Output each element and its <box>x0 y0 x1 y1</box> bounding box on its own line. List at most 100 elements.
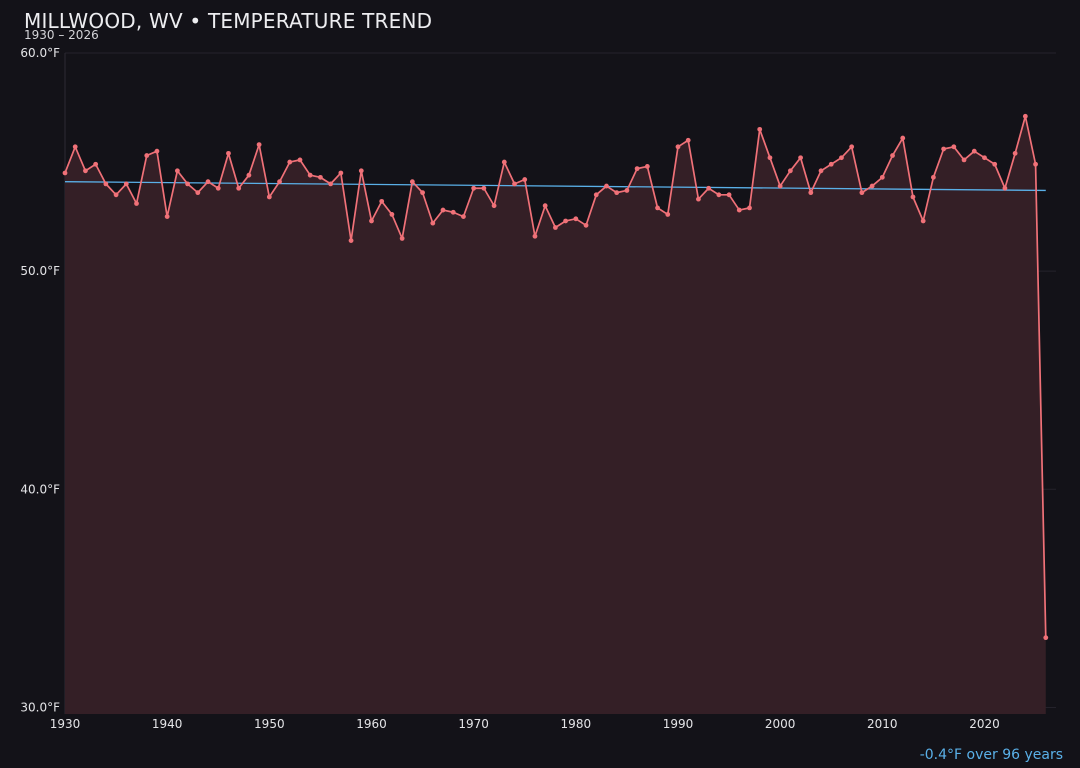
data-point <box>1002 185 1008 191</box>
data-point <box>706 185 712 191</box>
data-point <box>103 181 109 187</box>
data-point <box>277 179 282 185</box>
data-point <box>624 188 630 193</box>
data-point <box>205 179 211 185</box>
data-point <box>440 207 446 213</box>
data-point <box>72 144 78 150</box>
x-tick-label: 1930 <box>50 717 81 731</box>
data-point <box>675 144 681 150</box>
observed-series <box>62 113 1049 641</box>
data-point <box>818 168 824 174</box>
data-point <box>123 181 129 187</box>
data-point <box>767 155 773 161</box>
data-point <box>113 192 119 198</box>
data-point <box>839 155 844 161</box>
data-point <box>287 159 293 165</box>
y-tick-label: 60.0°F <box>20 46 60 60</box>
data-point <box>634 166 640 172</box>
x-tick-label: 1980 <box>561 717 592 731</box>
data-point <box>461 214 466 220</box>
area-fill <box>65 116 1046 714</box>
data-point <box>890 153 895 158</box>
x-tick-label: 1940 <box>152 717 183 731</box>
data-point <box>931 174 936 180</box>
data-point <box>777 183 783 189</box>
data-point <box>307 172 313 178</box>
data-point <box>409 179 415 185</box>
data-point <box>644 164 650 169</box>
data-point <box>655 205 660 211</box>
data-point <box>604 183 609 189</box>
data-point <box>992 161 998 167</box>
data-point <box>757 126 763 132</box>
data-point <box>716 192 722 198</box>
data-point <box>696 196 701 202</box>
y-tick-label: 50.0°F <box>20 264 60 278</box>
data-point <box>215 185 221 191</box>
y-tick-label: 40.0°F <box>20 482 60 496</box>
x-tick-label: 2020 <box>969 717 1000 731</box>
data-point <box>910 194 916 200</box>
data-point <box>62 170 68 176</box>
data-point <box>491 203 497 209</box>
data-point <box>951 144 957 150</box>
data-point <box>859 190 865 196</box>
data-point <box>348 238 354 244</box>
data-point <box>849 144 855 150</box>
x-axis-ticks: 1930 1940 1950 1960 1970 1980 1990 2000 2010 2020 <box>50 717 1000 731</box>
data-point <box>900 135 906 141</box>
x-tick-label: 1970 <box>458 717 489 731</box>
data-point <box>185 181 190 187</box>
data-point <box>971 148 977 154</box>
data-point <box>512 181 517 187</box>
data-point <box>154 148 160 154</box>
data-point <box>563 218 569 224</box>
trend-line-group <box>64 181 1046 192</box>
x-tick-label: 2000 <box>765 717 796 731</box>
data-point <box>747 205 752 211</box>
trend-line <box>64 181 1046 192</box>
y-axis-ticks: 30.0°F 40.0°F 50.0°F 60.0°F <box>20 46 60 714</box>
data-point <box>573 216 579 222</box>
data-point <box>787 168 793 174</box>
x-tick-label: 2010 <box>867 717 898 731</box>
data-point <box>134 201 139 206</box>
trend-note: -0.4°F over 96 years <box>919 747 1063 763</box>
data-point <box>399 236 405 241</box>
data-point <box>83 168 88 174</box>
data-point <box>430 220 436 226</box>
data-point <box>328 181 334 187</box>
data-point <box>420 190 425 196</box>
data-point <box>144 153 150 158</box>
data-point <box>338 170 344 176</box>
data-point <box>808 190 814 196</box>
data-point <box>879 174 885 180</box>
data-point <box>174 168 180 174</box>
data-point <box>379 198 385 204</box>
data-point <box>256 142 262 148</box>
data-point <box>532 233 538 239</box>
data-point <box>869 183 875 189</box>
data-point <box>93 161 99 167</box>
data-point <box>369 218 374 224</box>
data-point <box>685 137 691 143</box>
data-point <box>726 192 732 198</box>
y-tick-label: 30.0°F <box>20 700 60 714</box>
data-point <box>736 207 742 213</box>
data-point <box>614 190 620 196</box>
data-point <box>471 185 477 191</box>
data-point <box>941 146 947 152</box>
data-point <box>1033 161 1038 167</box>
data-point <box>552 225 558 230</box>
x-tick-label: 1990 <box>663 717 694 731</box>
area-path <box>65 116 1046 714</box>
data-point <box>236 185 242 191</box>
data-point <box>246 172 252 178</box>
data-point <box>798 155 803 161</box>
data-point <box>542 203 548 209</box>
data-point <box>1022 113 1028 119</box>
data-point <box>1043 635 1049 641</box>
x-tick-label: 1960 <box>356 717 387 731</box>
data-point <box>982 155 987 161</box>
